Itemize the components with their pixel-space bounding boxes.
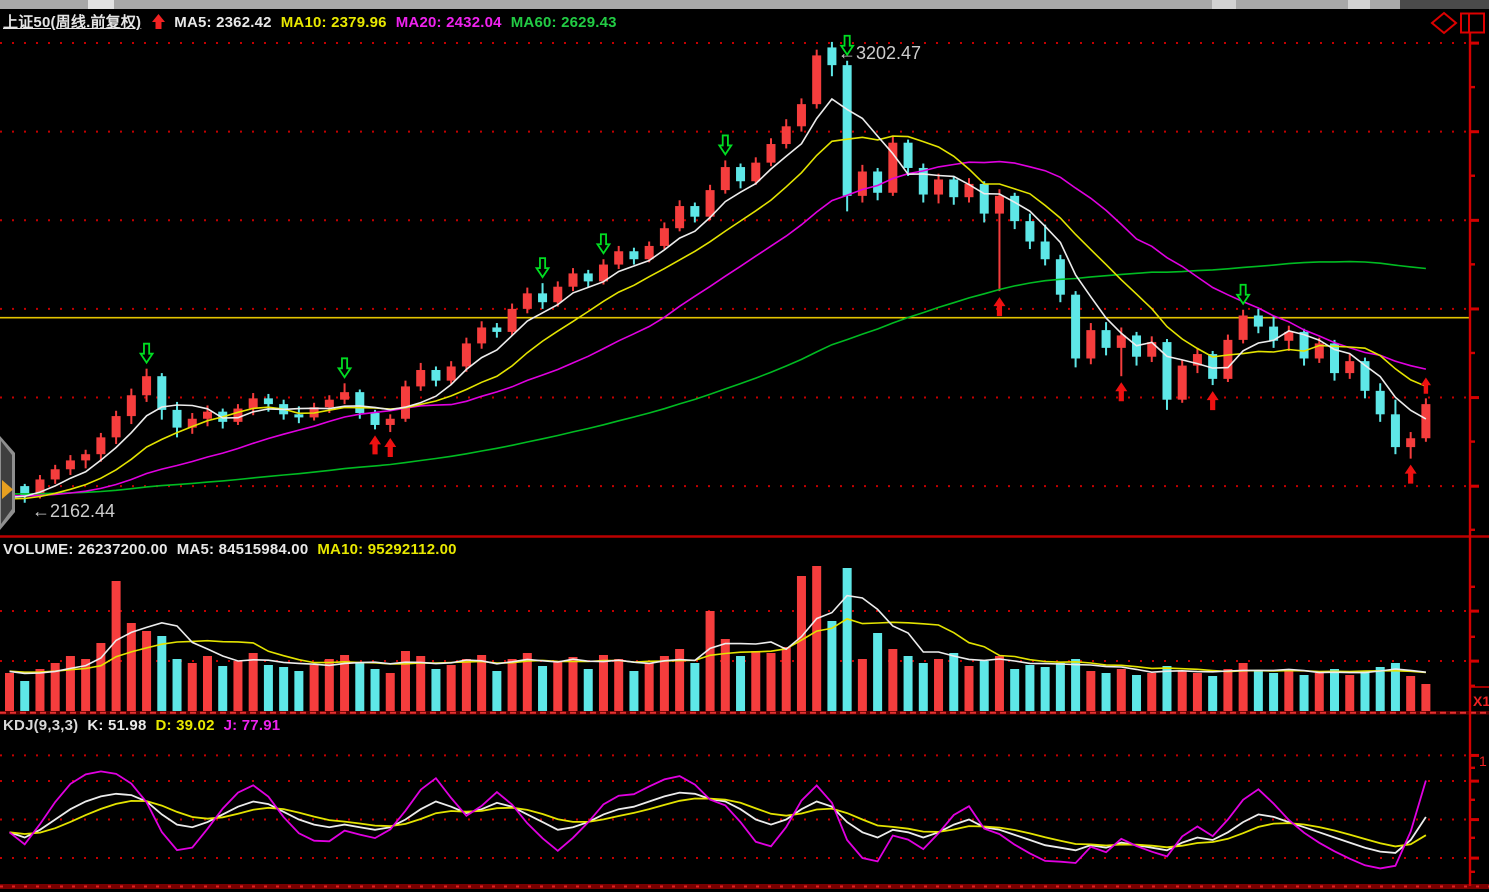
window-top-edge	[0, 0, 1489, 9]
pane-dividers	[0, 535, 1489, 889]
diamond-icon[interactable]	[1430, 11, 1458, 35]
right-price-axis	[1468, 32, 1489, 886]
sell-signal-icon	[1235, 283, 1251, 306]
kdj-legend: KDJ(9,3,3) K: 51.98 D: 39.02 J: 77.91	[3, 717, 289, 734]
main-chart-legend: 上证50(周线.前复权) MA5: 2362.42 MA10: 2379.96 MA2…	[3, 11, 626, 33]
split-window-icon[interactable]	[1460, 12, 1485, 34]
price-gridlines	[0, 42, 1468, 488]
volume-ma-lines	[9, 594, 1426, 675]
signal-markers	[138, 34, 1431, 484]
sell-signal-icon	[595, 233, 612, 255]
instrument-title: 上证50(周线.前复权)	[3, 14, 142, 31]
volume-scale-label: X1	[1473, 693, 1489, 709]
ma10-value: MA10: 2379.96	[280, 14, 387, 31]
kdj-lines	[8, 770, 1427, 870]
ma20-value: MA20: 2432.04	[395, 14, 502, 31]
kdj-j-value: J: 77.91	[223, 717, 281, 734]
high-price-label: ←3202.47	[838, 43, 921, 63]
sell-signal-icon	[138, 342, 155, 365]
price-ma-lines	[9, 97, 1427, 500]
volume-gridlines	[0, 610, 1468, 662]
low-price-label: ←2162.44	[32, 501, 115, 521]
top-edge-segment	[1212, 0, 1236, 9]
candlestick-layer	[5, 41, 1431, 503]
top-edge-segment	[88, 0, 114, 9]
ma5-value: MA5: 2362.42	[174, 14, 272, 31]
buy-signal-icon	[384, 438, 397, 458]
buy-signal-icon	[369, 435, 382, 455]
handle-arrow-icon	[2, 480, 13, 499]
trend-up-arrow-icon	[152, 14, 166, 33]
volume-bars	[5, 566, 1431, 711]
buy-signal-icon	[1404, 464, 1417, 484]
sell-signal-icon	[839, 34, 855, 57]
kdj-axis-label: 1	[1479, 753, 1487, 769]
volume-legend: VOLUME: 26237200.00 MA5: 84515984.00 MA10:…	[3, 541, 466, 558]
buy-signal-icon	[993, 297, 1006, 317]
buy-signal-icon	[1420, 377, 1431, 394]
kdj-name: KDJ(9,3,3)	[3, 717, 79, 734]
ma60-value: MA60: 2629.43	[510, 14, 617, 31]
sell-signal-icon	[336, 357, 353, 379]
kdj-gridlines	[0, 754, 1468, 859]
volume-value: VOLUME: 26237200.00	[3, 541, 168, 558]
left-panel-handle[interactable]	[0, 436, 15, 530]
top-edge-segment	[1400, 0, 1489, 9]
buy-signal-icon	[1115, 382, 1128, 402]
sell-signal-icon	[717, 134, 733, 157]
buy-signal-icon	[1206, 391, 1219, 411]
sell-signal-icon	[534, 257, 551, 279]
volume-ma5-value: MA5: 84515984.00	[176, 541, 309, 558]
top-edge-segment	[1348, 0, 1370, 9]
price-annotations: ←3202.47 ←2162.44	[32, 43, 921, 521]
kdj-k-value: K: 51.98	[87, 717, 147, 734]
axis-corner-labels: X1 1	[1473, 693, 1489, 769]
volume-ma10-value: MA10: 95292112.00	[317, 541, 457, 558]
kdj-d-value: D: 39.02	[155, 717, 215, 734]
